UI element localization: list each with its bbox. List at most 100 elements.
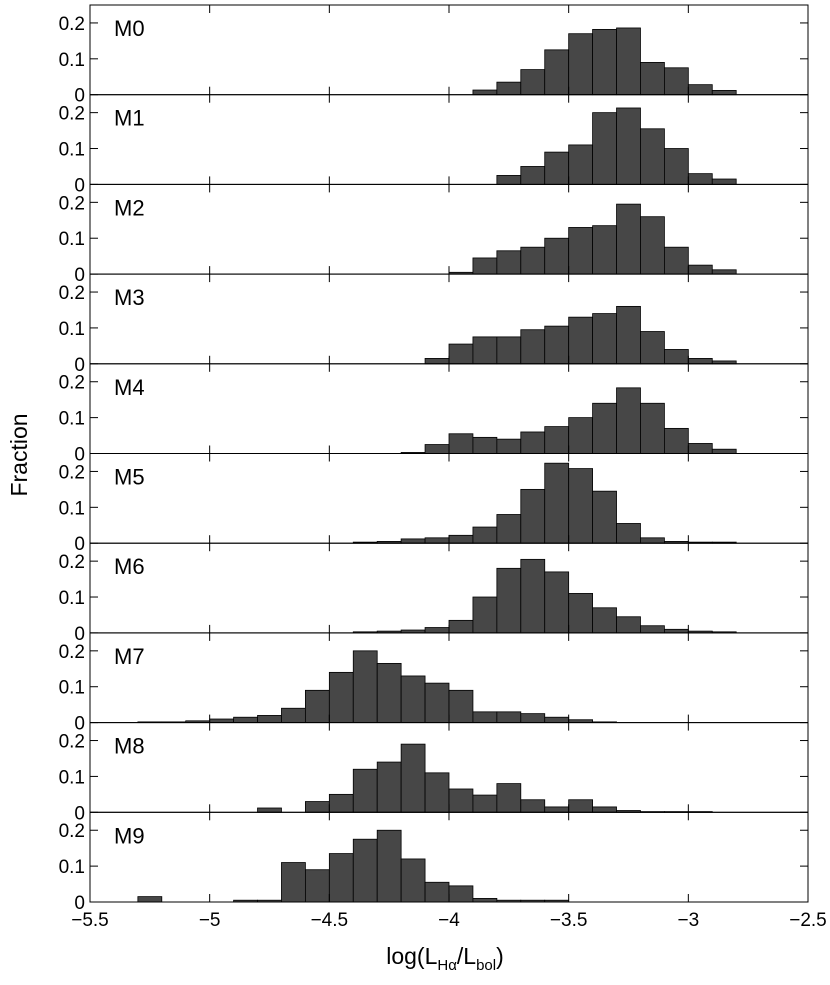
y-tick-label: 0.2 xyxy=(59,283,85,304)
bar xyxy=(328,793,354,813)
bar xyxy=(304,801,330,813)
y-tick-label: 0.2 xyxy=(59,193,85,214)
bar xyxy=(520,799,546,813)
bar xyxy=(711,448,737,454)
bar xyxy=(544,151,570,185)
x-tick-label: −2.5 xyxy=(789,910,827,931)
x-tick-label: −4.5 xyxy=(311,910,349,931)
y-tick-label: 0.1 xyxy=(59,498,85,519)
bar xyxy=(687,173,713,185)
x-axis-title-sub1: Hα xyxy=(437,957,457,974)
bar xyxy=(687,84,713,96)
bar xyxy=(544,49,570,96)
panel-frame xyxy=(89,453,809,544)
bar xyxy=(664,67,689,96)
bar xyxy=(664,628,689,634)
panel-label: M1 xyxy=(114,106,145,131)
bar xyxy=(616,305,641,365)
panel-label: M9 xyxy=(114,823,145,848)
bar xyxy=(448,433,474,454)
bar xyxy=(640,331,665,365)
y-tick-label: 0.1 xyxy=(59,588,85,609)
panel-frame xyxy=(89,4,809,96)
bar xyxy=(304,689,330,723)
bar xyxy=(520,488,546,544)
bar xyxy=(137,896,163,903)
bar xyxy=(472,711,498,723)
panel-label: M7 xyxy=(114,644,145,669)
bar xyxy=(568,468,594,544)
bar xyxy=(424,881,450,903)
bar xyxy=(592,225,617,275)
bar xyxy=(568,316,594,365)
bar xyxy=(520,69,546,96)
panel-m4: 0 0.1 0.2 M4 xyxy=(59,363,809,466)
bar xyxy=(448,619,474,634)
bar xyxy=(520,166,546,185)
x-tick-label: −5 xyxy=(199,910,221,931)
bar xyxy=(544,325,570,365)
bar xyxy=(472,257,498,275)
bar xyxy=(568,593,594,634)
x-tick-label: −5.5 xyxy=(71,910,109,931)
bar xyxy=(640,402,665,454)
panel-m9: 0 0.1 0.2 M9 xyxy=(59,811,809,914)
bar xyxy=(520,431,546,454)
y-tick-label: 0.1 xyxy=(59,409,85,430)
bar xyxy=(352,650,378,724)
bar xyxy=(448,885,474,903)
y-tick-label: 0 xyxy=(74,445,85,466)
bar xyxy=(496,567,522,634)
panel-label: M4 xyxy=(114,375,145,400)
y-tick-label: 0.1 xyxy=(59,229,85,250)
panel-label: M8 xyxy=(114,734,145,759)
bar xyxy=(640,625,665,634)
bar xyxy=(544,426,570,454)
y-tick-label: 0.2 xyxy=(59,642,85,663)
panel-m5: 0 0.1 0.2 M5 xyxy=(59,453,809,555)
y-tick-label: 0.1 xyxy=(59,678,85,699)
bar xyxy=(304,869,330,903)
bar xyxy=(424,537,450,544)
bar xyxy=(568,227,594,275)
bar xyxy=(281,707,306,723)
bar xyxy=(424,444,450,454)
panel-label: M3 xyxy=(114,285,145,310)
y-tick-label: 0 xyxy=(74,175,85,196)
bar xyxy=(376,761,402,813)
bar xyxy=(472,89,498,96)
bar xyxy=(400,675,426,723)
bar xyxy=(568,144,594,185)
bar xyxy=(640,128,665,185)
bar xyxy=(328,853,354,903)
bar xyxy=(496,336,522,365)
y-tick-label: 0.2 xyxy=(59,462,85,483)
bar xyxy=(496,711,522,723)
bar xyxy=(616,387,641,454)
panel-label: M6 xyxy=(114,554,145,579)
bar xyxy=(616,27,641,96)
panel-m3: 0 0.1 0.2 M3 xyxy=(59,273,809,376)
bar xyxy=(376,662,402,724)
bar xyxy=(520,246,546,275)
panels-group: 0 0.1 0.2 M0 0 0.1 0.2 M1 0 0.1 0.2 M2 0 0.1 0.2 M3 0 0.1… xyxy=(59,4,809,914)
x-tick-label: −3 xyxy=(677,910,699,931)
x-axis-title-suffix: ) xyxy=(496,943,504,969)
bar xyxy=(472,336,498,365)
y-tick-label: 0 xyxy=(74,803,85,824)
bar xyxy=(544,806,570,813)
bar xyxy=(496,250,522,275)
bar xyxy=(664,349,689,365)
y-tick-label: 0 xyxy=(74,265,85,286)
bar xyxy=(352,838,378,903)
y-tick-label: 0.1 xyxy=(59,140,85,161)
bar xyxy=(472,596,498,634)
panel-label: M2 xyxy=(114,195,145,220)
bar xyxy=(496,783,522,813)
bar xyxy=(544,462,570,544)
bar xyxy=(448,689,474,723)
bar xyxy=(257,715,282,724)
bar xyxy=(496,514,522,544)
x-tick-label: −3.5 xyxy=(550,910,588,931)
